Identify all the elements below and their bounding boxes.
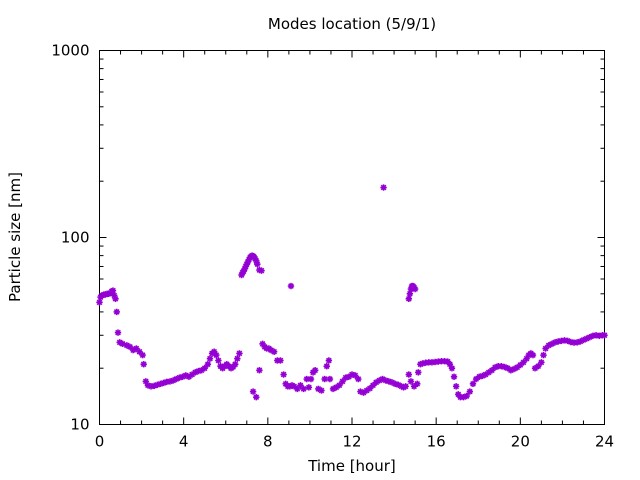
x-tick-label: 0 [95,433,105,451]
data-point [287,282,295,290]
data-point [254,260,261,268]
y-axis-label: Particle size [nm] [6,172,24,302]
x-tick-label: 16 [427,433,446,451]
data-point [538,359,545,366]
data-point [280,371,287,378]
x-tick-label: 8 [263,433,273,451]
y-tick-label: 1000 [51,42,89,60]
data-point [249,388,257,395]
data-point [307,375,315,383]
data-point [112,295,119,303]
data-point [215,357,222,364]
data-series [96,184,608,401]
data-point [236,350,243,357]
data-point [318,387,325,394]
x-axis-label: Time [hour] [307,457,396,475]
data-point [113,308,120,316]
data-point [380,184,387,191]
data-point [326,375,334,383]
data-point [402,383,409,390]
data-point [213,351,220,359]
data-point [321,375,328,383]
x-axis: 0 4 8 12 16 20 24 [95,50,614,451]
data-point [311,367,319,374]
chart-title: Modes location (5/9/1) [268,15,436,33]
data-point [139,351,146,359]
data-point [232,361,239,368]
y-axis: 10 100 1000 [51,42,605,434]
data-point [258,267,265,274]
data-point [133,345,140,352]
data-point [96,299,103,306]
y-tick-label: 100 [61,229,90,247]
data-point [140,361,147,368]
data-point [114,329,122,336]
x-tick-label: 4 [179,433,189,451]
data-point [407,378,415,385]
data-point [406,290,414,297]
data-point [351,372,359,379]
x-tick-label: 12 [342,433,361,451]
data-point [469,380,477,388]
data-point [323,363,330,370]
data-point [414,380,421,388]
data-point [206,355,214,362]
data-point [300,385,307,393]
data-point [204,361,212,368]
data-point [450,373,458,380]
data-point [463,392,470,400]
data-point [405,295,413,303]
data-point [601,332,608,339]
x-tick-label: 24 [595,433,614,451]
data-point [303,375,310,383]
data-point [305,384,313,391]
plot-frame [99,50,605,425]
data-point [540,351,547,359]
data-point [452,383,460,390]
data-point [256,367,263,374]
x-tick-label: 20 [511,433,530,451]
data-point [277,357,284,364]
data-point [253,393,260,401]
data-point [234,355,241,362]
data-point [411,285,419,293]
data-point [325,357,333,364]
data-point [517,361,524,369]
data-point [270,348,278,355]
data-point [355,375,362,383]
data-point [297,382,304,389]
data-point [448,365,456,372]
data-point [405,371,413,378]
data-point [529,351,537,359]
y-tick-label: 10 [70,416,89,434]
data-point [415,369,422,376]
data-point [109,287,117,294]
data-point [395,381,402,389]
data-point [466,388,474,395]
